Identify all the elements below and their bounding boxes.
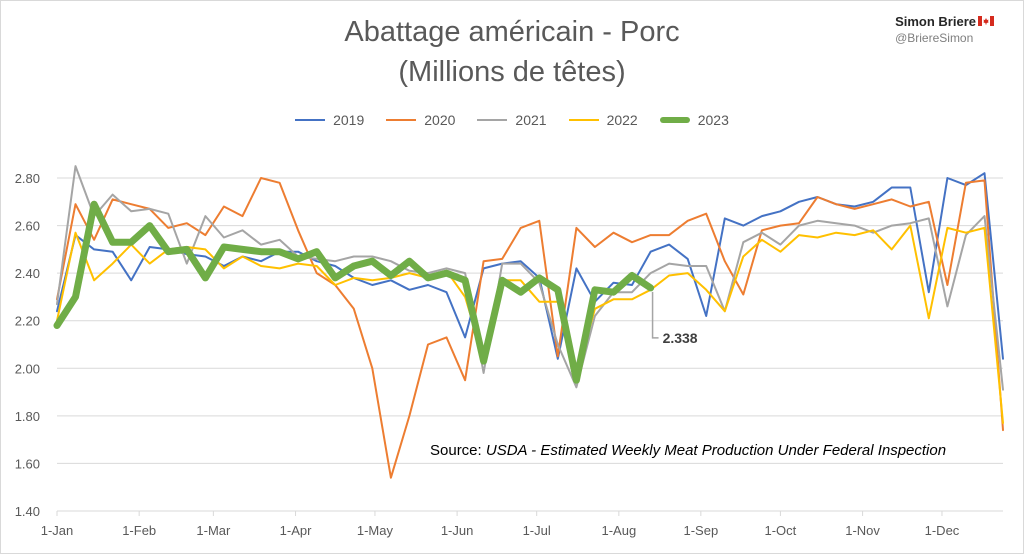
author-block: Simon Briere @BriereSimon [895, 14, 976, 45]
legend-item-2019: 2019 [295, 112, 364, 128]
legend-label: 2021 [515, 112, 547, 128]
legend-swatch [295, 119, 326, 121]
x-tick-label: 1-Mar [196, 523, 231, 538]
legend-label: 2019 [333, 112, 365, 128]
series-line-2020 [56, 177, 1004, 479]
legend-label: 2022 [606, 112, 638, 128]
legend-item-2021: 2021 [477, 112, 547, 128]
x-tick-label: 1-Aug [601, 523, 636, 538]
x-tick-label: 1-Feb [122, 523, 156, 538]
y-tick-label: 1.60 [15, 456, 40, 471]
x-tick-label: 1-Oct [765, 523, 797, 538]
legend-item-2023: 2023 [659, 112, 729, 128]
y-tick-label: 1.40 [15, 504, 40, 519]
y-tick-label: 1.80 [15, 409, 40, 424]
y-tick-label: 2.40 [15, 266, 40, 281]
legend-label: 2020 [424, 112, 456, 128]
x-tick-label: 1-Nov [845, 523, 880, 538]
annotation-leader [651, 291, 659, 339]
source-note: Source: USDA - Estimated Weekly Meat Pro… [430, 442, 946, 459]
chart-legend: 2019 2020 2021 2022 2023 [0, 112, 1024, 128]
series-line-2023 [53, 200, 655, 384]
author-handle: @BriereSimon [895, 31, 974, 45]
source-text: USDA - Estimated Weekly Meat Production … [485, 442, 947, 459]
source-prefix: Source: [430, 442, 486, 459]
chart-subtitle: (Millions de têtes) [398, 56, 626, 88]
y-tick-label: 2.00 [15, 361, 40, 376]
x-tick-label: 1-Jul [523, 523, 551, 538]
x-tick-label: 1-Jan [41, 523, 74, 538]
x-tick-label: 1-Apr [280, 523, 312, 538]
legend-label: 2023 [697, 112, 729, 128]
canada-flag-icon [978, 16, 994, 26]
x-tick-label: 1-Sep [683, 523, 718, 538]
x-tick-label: 1-Dec [925, 523, 960, 538]
y-tick-label: 2.60 [15, 219, 40, 234]
y-tick-label: 2.80 [15, 171, 40, 186]
legend-item-2020: 2020 [386, 112, 455, 128]
series-line-2021 [56, 165, 1004, 391]
y-tick-label: 2.20 [15, 314, 40, 329]
x-tick-label: 1-May [357, 523, 394, 538]
author-name: Simon Briere [895, 14, 976, 29]
legend-swatch [386, 119, 417, 121]
legend-swatch [477, 119, 508, 121]
annotation-label: 2.338 [663, 330, 698, 346]
x-tick-label: 1-Jun [441, 523, 474, 538]
legend-item-2022: 2022 [568, 112, 638, 128]
chart-title: Abattage américain - Porc [344, 16, 680, 48]
legend-swatch [568, 119, 599, 121]
legend-swatch [659, 117, 690, 123]
